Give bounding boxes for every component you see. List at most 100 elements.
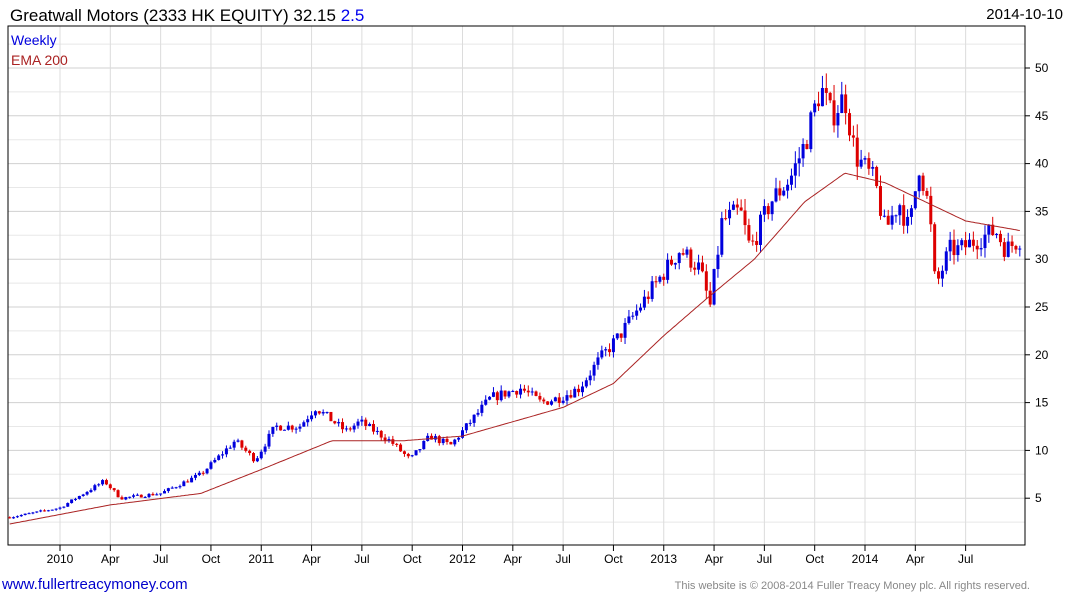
website-link[interactable]: www.fullertreacymoney.com bbox=[2, 576, 188, 593]
candle-body bbox=[619, 333, 623, 338]
candle-body bbox=[944, 251, 948, 271]
candle-body bbox=[352, 425, 356, 430]
candle-body bbox=[35, 511, 39, 513]
candle-body bbox=[484, 399, 488, 405]
candle-body bbox=[325, 411, 329, 413]
copyright-notice: This website is © 2008-2014 Fuller Treac… bbox=[674, 580, 1030, 592]
y-tick-label: 15 bbox=[1035, 396, 1049, 410]
candle-body bbox=[867, 158, 871, 169]
legend-weekly: Weekly bbox=[11, 32, 57, 48]
candle-body bbox=[449, 442, 453, 445]
x-tick-label: Oct bbox=[805, 552, 824, 566]
candle-body bbox=[898, 205, 902, 216]
candle-body bbox=[755, 241, 759, 245]
candle-body bbox=[515, 391, 519, 395]
candle-body bbox=[565, 395, 569, 401]
candle-body bbox=[317, 411, 321, 414]
candle-body bbox=[468, 422, 472, 424]
candle-body bbox=[975, 245, 979, 250]
candle-body bbox=[677, 253, 681, 264]
candle-body bbox=[139, 494, 143, 498]
candle-body bbox=[700, 262, 704, 272]
candle-body bbox=[588, 375, 592, 381]
candle-body bbox=[472, 414, 476, 423]
candle-body bbox=[302, 422, 306, 427]
y-tick-label: 35 bbox=[1035, 204, 1049, 218]
candle-body bbox=[70, 499, 74, 504]
x-tick-label: Oct bbox=[403, 552, 422, 566]
candle-body bbox=[282, 429, 286, 431]
candle-body bbox=[112, 488, 116, 491]
candle-body bbox=[538, 395, 542, 400]
candle-body bbox=[344, 428, 348, 430]
candle-body bbox=[693, 267, 697, 270]
candle-body bbox=[104, 480, 108, 485]
candle-body bbox=[519, 388, 523, 395]
candle-body bbox=[948, 239, 952, 252]
candle-body bbox=[863, 158, 867, 160]
candle-body bbox=[894, 215, 898, 217]
candle-body bbox=[886, 215, 890, 225]
candle-body bbox=[584, 380, 588, 387]
candle-body bbox=[50, 509, 54, 511]
candle-body bbox=[573, 388, 577, 398]
candle-body bbox=[882, 215, 886, 217]
candle-body bbox=[511, 391, 515, 393]
candle-body bbox=[623, 322, 627, 338]
candle-body bbox=[820, 88, 824, 107]
x-tick-label: Apr bbox=[101, 552, 120, 566]
candle-body bbox=[704, 271, 708, 291]
candle-body bbox=[151, 493, 155, 496]
y-tick-label: 5 bbox=[1035, 491, 1042, 505]
candle-body bbox=[995, 233, 999, 235]
candle-body bbox=[174, 487, 178, 489]
candle-body bbox=[786, 184, 790, 191]
candle-body bbox=[124, 497, 128, 500]
candle-body bbox=[155, 494, 159, 496]
candle-body bbox=[62, 506, 66, 508]
candle-body bbox=[604, 349, 608, 351]
candle-body bbox=[263, 446, 267, 452]
candle-body bbox=[31, 512, 35, 514]
candle-body bbox=[193, 475, 197, 478]
candle-body bbox=[770, 201, 774, 215]
candle-body bbox=[159, 493, 163, 495]
candle-body bbox=[306, 419, 310, 423]
candle-body bbox=[333, 421, 337, 424]
candle-body bbox=[759, 214, 763, 245]
x-tick-label: Jul bbox=[757, 552, 772, 566]
candle-body bbox=[128, 496, 132, 498]
candle-body bbox=[418, 449, 422, 451]
candle-body bbox=[132, 495, 136, 497]
candle-body bbox=[534, 391, 538, 396]
candle-body bbox=[46, 510, 50, 512]
candle-body bbox=[313, 411, 317, 416]
candle-body bbox=[170, 487, 174, 489]
candle-body bbox=[236, 440, 240, 442]
candle-body bbox=[402, 451, 406, 454]
candle-body bbox=[708, 290, 712, 305]
y-tick-label: 50 bbox=[1035, 61, 1049, 75]
candle-body bbox=[522, 388, 526, 391]
candle-body bbox=[998, 233, 1002, 243]
y-tick-label: 45 bbox=[1035, 109, 1049, 123]
candle-body bbox=[669, 259, 673, 265]
candle-body bbox=[553, 397, 557, 402]
candle-body bbox=[178, 486, 182, 488]
candle-body bbox=[364, 419, 368, 426]
candle-body bbox=[983, 234, 987, 249]
candle-body bbox=[697, 262, 701, 270]
candle-body bbox=[271, 426, 275, 434]
candle-body bbox=[929, 195, 933, 225]
y-tick-label: 10 bbox=[1035, 443, 1049, 457]
candle-body bbox=[85, 492, 89, 495]
y-tick-label: 40 bbox=[1035, 157, 1049, 171]
candle-body bbox=[546, 401, 550, 405]
candle-body bbox=[54, 508, 58, 510]
x-tick-label: Jul bbox=[555, 552, 570, 566]
candle-body bbox=[600, 350, 604, 358]
price-change: 2.5 bbox=[340, 6, 365, 25]
candle-body bbox=[836, 113, 840, 126]
candle-body bbox=[774, 188, 778, 202]
candle-body bbox=[871, 166, 875, 169]
